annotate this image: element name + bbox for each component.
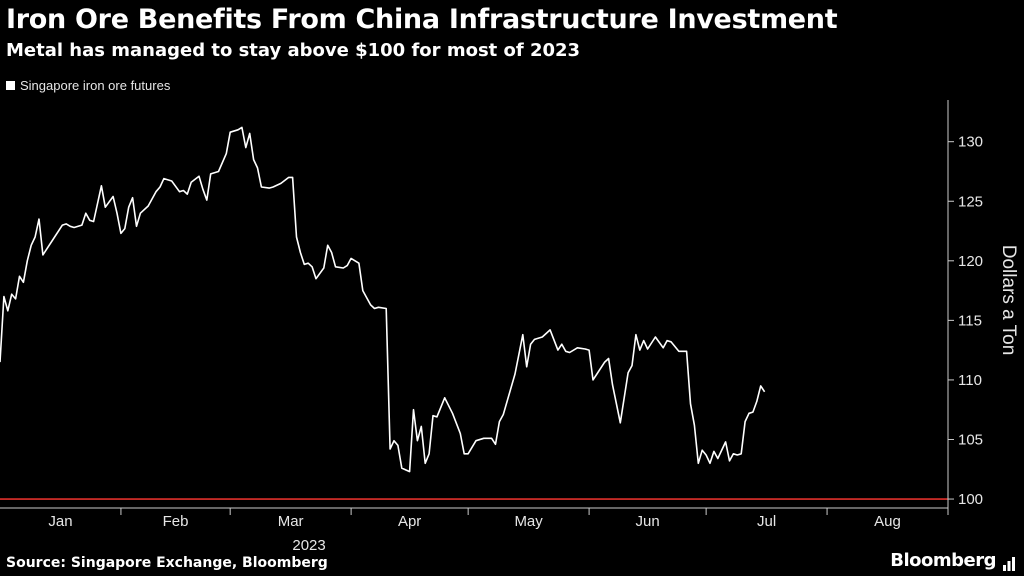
y-tick-label: 115 <box>958 312 982 329</box>
y-tick-label: 105 <box>958 431 983 448</box>
y-tick-label: 110 <box>958 372 982 389</box>
series-line-0 <box>0 126 766 473</box>
x-tick-label: Feb <box>163 513 189 530</box>
y-axis-title: Dollars a Ton <box>998 245 1019 356</box>
y-tick-label: 120 <box>958 253 983 270</box>
x-tick-label: Jan <box>48 513 72 530</box>
x-tick-label: Apr <box>398 513 421 530</box>
chart-marks <box>0 126 766 473</box>
chart-subtitle: Metal has managed to stay above $100 for… <box>6 40 581 61</box>
legend-swatch <box>6 81 15 90</box>
x-tick-label: Aug <box>874 513 901 530</box>
x-tick-label: Jun <box>636 513 660 530</box>
x-tick-label: May <box>514 513 543 530</box>
x-tick-label: Mar <box>278 513 304 530</box>
x-tick-label: Jul <box>757 513 776 530</box>
y-tick-label: 100 <box>958 491 983 508</box>
x-axis-year-label: 2023 <box>292 537 325 554</box>
y-axis-ticks: 100 105 110 115 120 125 130 <box>948 134 983 508</box>
legend-label: Singapore iron ore futures <box>20 78 171 93</box>
bar-chart-icon <box>1003 557 1015 571</box>
legend: Singapore iron ore futures <box>6 78 170 93</box>
y-tick-label: 125 <box>958 193 983 210</box>
source-note: Source: Singapore Exchange, Bloomberg <box>6 555 328 571</box>
x-axis-ticks: Jan Feb Mar Apr May Jun Jul Aug <box>48 508 949 530</box>
y-tick-label: 130 <box>958 134 983 151</box>
brand-logo: Bloomberg <box>890 550 996 571</box>
chart-title: Iron Ore Benefits From China Infrastruct… <box>6 4 838 35</box>
